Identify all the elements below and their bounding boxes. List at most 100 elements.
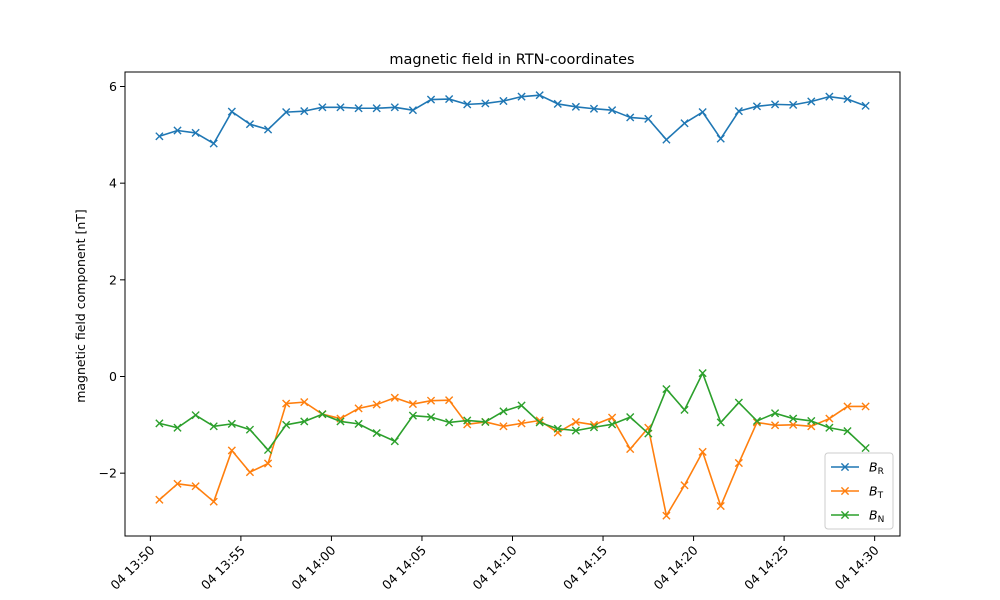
legend-label-subscript: T [877,491,884,501]
data-point [698,369,707,378]
data-point [571,417,580,427]
data-point [607,106,617,115]
legend-label-subscript: N [878,515,885,525]
data-point [843,427,852,436]
data-point [227,107,236,116]
data-point [336,103,345,112]
data-point [263,459,273,468]
data-point [698,447,707,456]
legend-label-base: B [869,484,878,499]
data-point [354,404,363,413]
data-point [245,120,255,129]
data-point [789,420,798,429]
data-point [481,417,490,427]
data-point [245,468,255,477]
data-point [843,94,852,104]
data-point [191,482,200,491]
data-point [445,418,454,427]
x-tick-label: 04 14:30 [832,542,882,592]
data-point [445,94,454,104]
y-tick-label: 4 [109,176,117,191]
x-tick-label: 04 14:05 [379,543,429,593]
data-point [825,92,834,101]
data-point [499,422,508,431]
legend-label-base: B [869,460,878,475]
data-point [318,103,327,112]
data-point [680,481,689,490]
data-point [463,416,472,425]
data-point [770,100,780,109]
legend-marker [840,462,850,472]
chart-title: magnetic field in RTN-coordinates [389,52,634,68]
data-point [173,423,182,432]
data-point [227,446,236,455]
data-point [300,107,309,116]
data-point [426,413,436,422]
data-point [571,102,580,111]
plot-area [155,91,870,520]
data-point [390,103,399,112]
data-point [463,100,472,109]
data-point [209,497,218,506]
data-point [372,428,381,438]
y-tick-label: 2 [109,272,117,287]
data-point [227,419,236,428]
data-point [861,101,870,110]
data-point [426,95,436,104]
data-point [408,411,418,420]
x-tick-label: 04 14:25 [741,543,791,593]
data-point [354,104,363,113]
data-point [408,399,418,409]
data-point [861,402,870,411]
data-point [589,423,599,432]
data-point [155,419,164,428]
data-point [191,128,200,137]
data-point [752,416,762,426]
data-point [680,119,689,128]
legend-label: BN [869,508,884,526]
data-point [807,97,816,106]
data-point [426,396,436,405]
data-point [680,405,689,414]
data-point [499,96,508,106]
legend-marker [840,510,850,520]
data-point [155,495,164,504]
data-point [354,419,363,428]
y-tick-label: −2 [99,466,117,481]
data-point [734,398,743,407]
data-point [770,421,780,430]
series-line [158,396,866,517]
x-tick-label: 04 13:50 [107,542,157,592]
legend-item-n: BN [831,508,884,526]
data-point [372,104,381,113]
series-line [159,372,867,451]
x-tick-label: 04 14:00 [288,542,338,592]
data-point [662,384,671,394]
data-point [481,99,490,108]
data-point [825,414,834,423]
series-line [159,94,866,145]
data-point [445,396,454,405]
data-point [336,417,345,426]
data-point [644,429,653,438]
data-point [553,424,562,433]
data-point [173,126,182,135]
data-point [571,426,580,435]
data-point [662,135,671,144]
y-tick-label: 6 [109,79,117,94]
legend-label-base: B [869,508,878,523]
data-point [807,416,816,426]
data-point [734,107,743,116]
data-point [282,108,291,117]
data-point [626,444,635,454]
data-point [282,420,291,429]
data-point [390,437,399,446]
legend-marker [840,486,850,496]
x-axis: 04 13:50 04 13:55 04 14:00 04 14:05 04 14:10… [107,536,882,593]
data-point [318,410,327,419]
data-point [843,402,852,411]
data-point [716,418,725,427]
data-point [372,400,381,409]
series-t [155,393,870,520]
